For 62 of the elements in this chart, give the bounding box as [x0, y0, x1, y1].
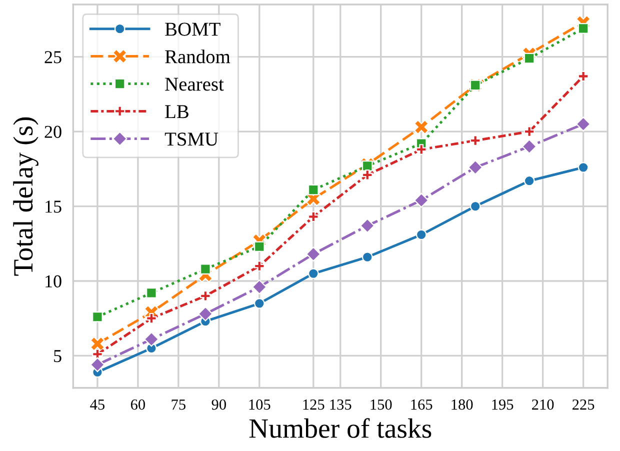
point — [414, 120, 429, 135]
point — [146, 288, 157, 298]
legend-label: TSMU — [164, 132, 218, 146]
legend-label: BOMT — [165, 22, 220, 36]
legend-label: Nearest — [165, 78, 224, 91]
x-tick-label: 105 — [249, 399, 270, 410]
point — [468, 160, 483, 175]
point — [362, 252, 373, 263]
point — [254, 298, 265, 309]
point — [576, 116, 591, 132]
point — [578, 70, 589, 82]
point — [416, 144, 427, 155]
point — [524, 52, 535, 64]
point — [470, 135, 481, 146]
point — [578, 162, 589, 173]
point — [470, 200, 481, 212]
y-axis-title: Total delay (s) — [13, 117, 38, 276]
point — [198, 306, 213, 322]
x-tick-label: 135 — [330, 399, 352, 410]
point — [200, 264, 211, 274]
point — [522, 139, 537, 154]
x-tick-label: 60 — [130, 399, 145, 410]
point — [306, 246, 321, 262]
point — [90, 336, 105, 352]
point — [308, 268, 319, 279]
point — [524, 126, 535, 137]
point — [254, 260, 265, 272]
point — [146, 312, 157, 324]
point — [254, 241, 265, 252]
x-tick-label: 75 — [172, 400, 186, 410]
x-axis-title: Number of tasks — [249, 418, 432, 438]
x-tick-label: 225 — [572, 399, 594, 410]
y-tick-label: 25 — [44, 51, 62, 64]
point — [524, 175, 535, 186]
y-tick-label: 20 — [44, 126, 62, 138]
point — [92, 348, 103, 360]
y-tick-label: 10 — [46, 275, 62, 288]
point — [414, 192, 429, 208]
point — [362, 169, 373, 180]
x-tick-label: 180 — [452, 399, 473, 410]
point — [90, 357, 105, 372]
point — [200, 290, 211, 302]
y-tick-label: 15 — [46, 200, 62, 213]
legend-label: LB — [165, 105, 188, 118]
x-tick-label: 150 — [370, 399, 392, 410]
point — [360, 218, 375, 234]
point — [144, 332, 159, 347]
x-tick-label: 125 — [303, 399, 324, 410]
point — [92, 311, 103, 322]
x-tick-label: 210 — [532, 399, 554, 410]
x-tick-label: 45 — [90, 400, 104, 410]
x-tick-label: 195 — [492, 399, 514, 410]
point — [252, 280, 267, 294]
point — [362, 160, 373, 172]
x-tick-label: 165 — [411, 399, 432, 410]
point — [416, 229, 427, 240]
y-tick-label: 5 — [54, 350, 62, 362]
point — [308, 211, 319, 222]
x-tick-label: 90 — [212, 399, 226, 410]
legend-label: Random — [165, 50, 230, 64]
point — [308, 184, 319, 196]
point — [578, 23, 589, 34]
